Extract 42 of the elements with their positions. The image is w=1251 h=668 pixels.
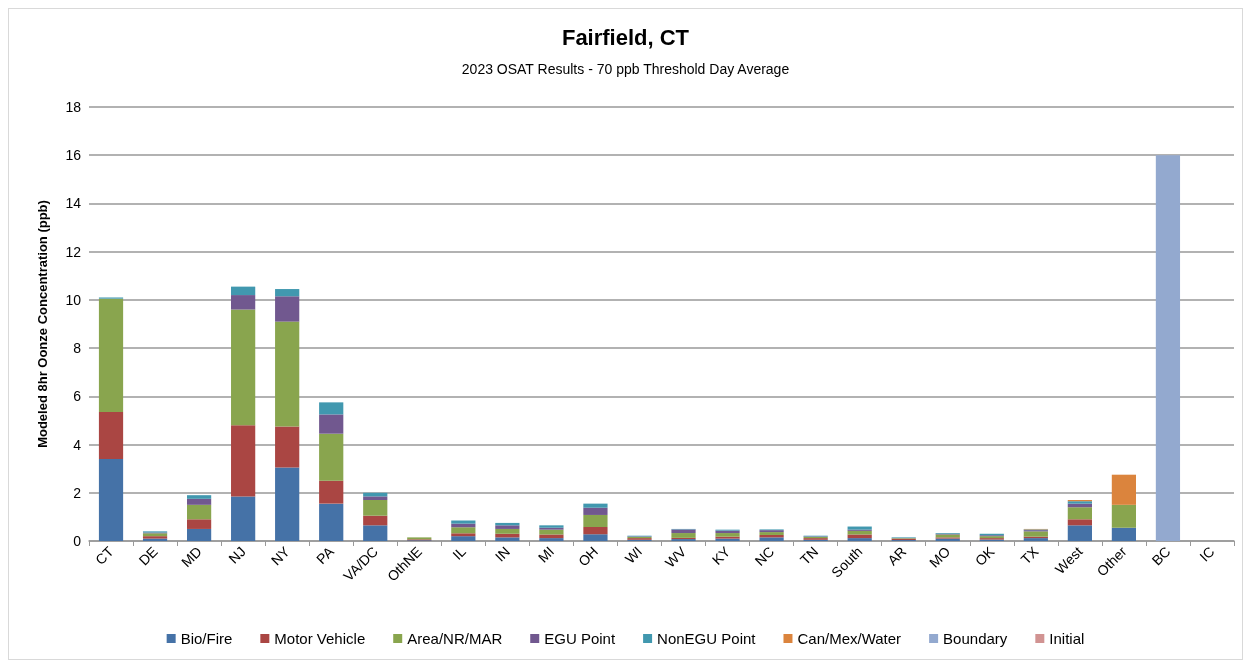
x-tick-label: MD [178, 543, 205, 571]
chart-subtitle: 2023 OSAT Results - 70 ppb Threshold Day Average [461, 61, 790, 77]
legend-label: Can/Mex/Water [797, 630, 902, 647]
x-tick-label: BC [1148, 543, 1174, 569]
x-tick-label: MI [534, 543, 558, 566]
legend-label: Initial [1049, 630, 1085, 647]
x-tick-label: TX [1017, 542, 1042, 568]
x-tick-label: DE [135, 543, 161, 569]
x-tick-label: CT [92, 543, 117, 568]
x-tick-label: WI [621, 543, 646, 567]
y-tick-label: 6 [73, 388, 82, 405]
legend-label: Motor Vehicle [274, 630, 366, 647]
legend-label: Boundary [943, 630, 1008, 647]
x-tick-label: MO [926, 543, 954, 571]
x-tick-label: NJ [225, 543, 249, 567]
x-tick-label: IN [491, 543, 514, 565]
legend-label: EGU Point [544, 630, 616, 647]
legend-label: Area/NR/MAR [407, 630, 503, 647]
x-tick-label: OK [971, 542, 998, 569]
y-tick-label: 18 [65, 99, 82, 115]
x-tick-label: IL [449, 543, 470, 563]
x-tick-label: IC [1196, 543, 1218, 565]
legend-label: NonEGU Point [657, 630, 757, 647]
x-tick-label: TN [796, 543, 822, 568]
x-tick-label: NY [267, 542, 294, 569]
x-tick-label: KY [708, 542, 734, 568]
y-tick-label: 14 [65, 195, 82, 212]
legend-label: Bio/Fire [180, 630, 233, 647]
y-tick-label: 4 [73, 436, 82, 453]
x-tick-label: OH [574, 543, 602, 570]
y-axis-title: Modeled 8hr Oonze Concentration (ppb) [35, 200, 50, 448]
y-tick-label: 16 [65, 147, 82, 164]
chart-title: Fairfield, CT [561, 24, 690, 50]
y-tick-label: 0 [73, 533, 82, 549]
y-tick-label: 12 [65, 243, 82, 260]
y-tick-label: 2 [73, 484, 82, 501]
y-tick-label: 10 [65, 291, 82, 308]
y-tick-label: 8 [73, 340, 82, 357]
x-tick-label: WV [661, 542, 690, 571]
x-tick-label: NC [751, 543, 778, 569]
x-tick-label: PA [313, 542, 338, 568]
x-tick-label: AR [884, 543, 910, 569]
